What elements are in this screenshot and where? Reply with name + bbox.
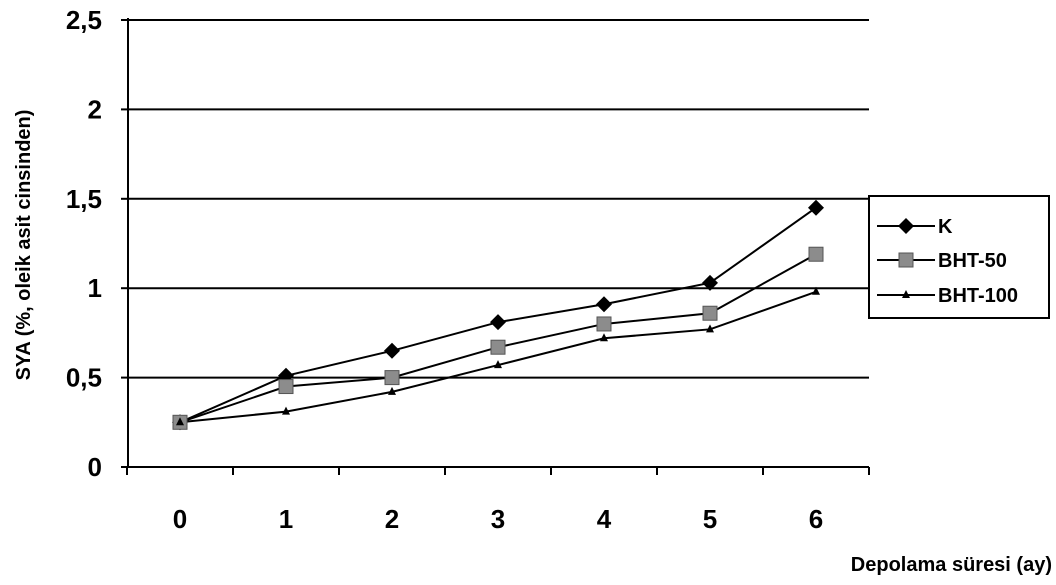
data-point-bht-50 [808, 246, 824, 262]
data-point-bht-50 [596, 316, 612, 332]
x-tick-label: 4 [597, 504, 612, 534]
axes [121, 18, 870, 475]
legend-label-bht-50: BHT-50 [938, 250, 1007, 272]
legend-item-bht-100: BHT-100 [877, 285, 1018, 307]
data-point-bht-100 [176, 417, 184, 426]
data-point-bht-50 [490, 339, 506, 355]
x-tick-label: 5 [703, 504, 717, 534]
data-point-bht-100 [282, 406, 290, 415]
x-tick-label: 6 [809, 504, 823, 534]
x-tick-label: 1 [279, 504, 293, 534]
x-tick-label: 3 [491, 504, 505, 534]
data-point-bht-100 [388, 386, 396, 395]
y-tick-label: 2,5 [66, 5, 102, 35]
x-tick-label: 2 [385, 504, 399, 534]
y-axis-label: SYA (%, oleik asit cinsinden) [13, 110, 35, 381]
x-axis-label: Depolama süresi (ay) [851, 554, 1052, 576]
data-point-k [808, 199, 824, 216]
legend-label-bht-100: BHT-100 [938, 285, 1018, 307]
y-tick-label: 1 [88, 273, 102, 303]
data-point-bht-100 [706, 324, 714, 333]
legend-marker-diamond-icon [898, 218, 914, 234]
data-point-bht-50 [702, 305, 718, 321]
data-point-bht-100 [494, 360, 502, 369]
legend-label-k: K [938, 216, 953, 238]
y-tick-label: 0 [88, 452, 102, 482]
series-markers [172, 199, 824, 431]
data-point-k [384, 342, 400, 359]
x-tick-labels: 0 1 2 3 4 5 6 [173, 504, 823, 534]
gridlines [128, 19, 869, 379]
data-point-bht-50 [278, 379, 294, 395]
data-point-k [490, 314, 506, 331]
data-point-bht-100 [812, 286, 820, 295]
data-point-k [596, 296, 612, 313]
legend: K BHT-50 BHT-100 [868, 195, 1050, 319]
legend-marker-square-icon [898, 252, 914, 268]
data-point-k [702, 274, 718, 291]
series-line-bht-50 [179, 253, 817, 424]
series-line-bht-100 [179, 290, 817, 424]
y-tick-label: 1,5 [66, 184, 102, 214]
legend-item-bht-50: BHT-50 [877, 250, 1007, 272]
legend-marker-triangle-icon [902, 290, 910, 298]
data-point-bht-100 [600, 333, 608, 342]
x-tick-label: 0 [173, 504, 187, 534]
data-point-bht-50 [384, 370, 400, 386]
y-tick-labels: 0 0,5 1 1,5 2 2,5 [66, 5, 102, 482]
y-tick-label: 0,5 [66, 363, 102, 393]
legend-item-k: K [877, 216, 953, 238]
y-tick-label: 2 [88, 94, 102, 124]
